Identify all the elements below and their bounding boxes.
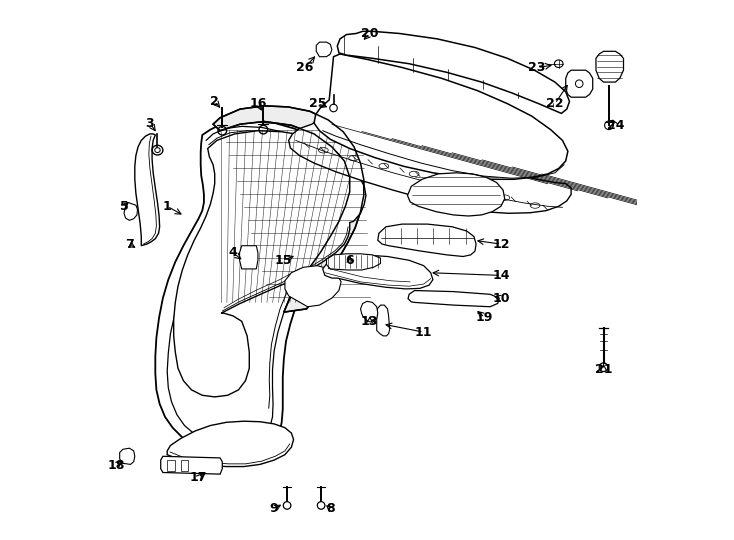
Polygon shape <box>213 106 364 312</box>
Text: 10: 10 <box>493 292 509 305</box>
Text: 13: 13 <box>361 315 379 328</box>
Text: 21: 21 <box>595 363 612 376</box>
Text: 19: 19 <box>476 311 493 324</box>
Polygon shape <box>285 266 341 307</box>
Polygon shape <box>161 456 222 474</box>
Text: 6: 6 <box>346 254 354 267</box>
Polygon shape <box>327 254 380 270</box>
Text: 14: 14 <box>493 269 509 282</box>
Text: 18: 18 <box>107 459 125 472</box>
Polygon shape <box>596 51 623 82</box>
Text: 17: 17 <box>190 471 207 484</box>
Text: 4: 4 <box>229 246 238 259</box>
Text: 11: 11 <box>415 326 432 339</box>
Polygon shape <box>167 460 175 471</box>
Polygon shape <box>407 173 505 216</box>
Text: 20: 20 <box>361 27 379 40</box>
Polygon shape <box>360 301 378 322</box>
Polygon shape <box>288 118 571 213</box>
Polygon shape <box>181 460 188 471</box>
Text: 8: 8 <box>326 502 335 515</box>
Text: 7: 7 <box>125 238 134 251</box>
Polygon shape <box>378 224 476 256</box>
Text: 23: 23 <box>528 61 546 74</box>
Polygon shape <box>316 42 332 57</box>
Text: 26: 26 <box>297 61 313 74</box>
Polygon shape <box>408 291 499 307</box>
Polygon shape <box>323 255 433 289</box>
Polygon shape <box>566 70 593 97</box>
Polygon shape <box>239 246 258 269</box>
Text: 22: 22 <box>546 97 564 110</box>
Text: 15: 15 <box>275 254 292 267</box>
Text: 1: 1 <box>163 200 172 213</box>
Polygon shape <box>167 421 294 467</box>
Text: 3: 3 <box>145 117 154 130</box>
Text: 16: 16 <box>250 97 266 110</box>
Polygon shape <box>377 305 390 336</box>
Text: 12: 12 <box>493 238 509 251</box>
Polygon shape <box>120 448 135 464</box>
Polygon shape <box>124 202 137 220</box>
Text: 9: 9 <box>270 502 278 515</box>
Polygon shape <box>135 134 159 246</box>
Text: 5: 5 <box>120 200 128 213</box>
Text: 25: 25 <box>308 97 326 110</box>
Polygon shape <box>314 54 568 179</box>
Polygon shape <box>174 131 366 397</box>
Text: 2: 2 <box>211 95 219 108</box>
Text: 24: 24 <box>606 119 624 132</box>
Polygon shape <box>156 122 352 456</box>
Polygon shape <box>338 31 570 113</box>
